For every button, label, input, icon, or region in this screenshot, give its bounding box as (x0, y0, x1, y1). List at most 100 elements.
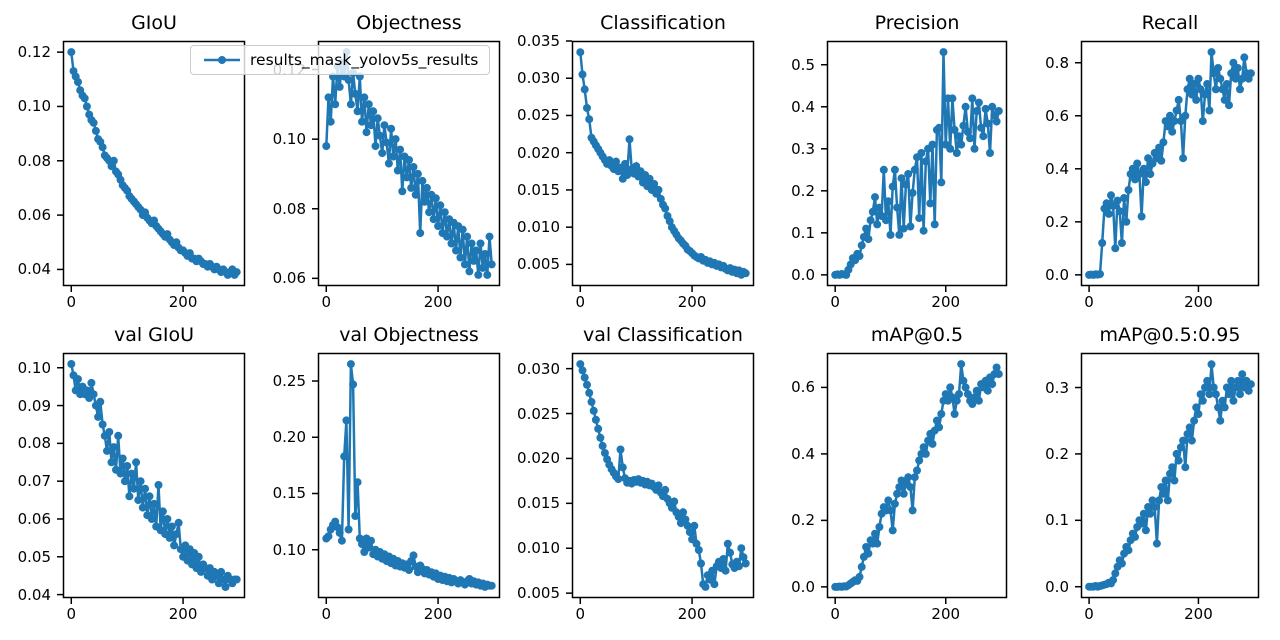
subplot-title-recall: Recall (1141, 12, 1199, 34)
ytick-label-map-0-5-0.6: 0.6 (791, 378, 815, 397)
data-markers-giou (67, 48, 241, 279)
ytick-label-giou-0.04: 0.04 (17, 260, 51, 279)
xtick-label-val-objectness-0: 0 (321, 605, 332, 623)
ytick-label-map-0-5-0-95-0.0: 0.0 (1045, 577, 1069, 596)
legend-line-marker-icon (204, 56, 240, 64)
axes-frame-map-0-5 (826, 352, 1008, 599)
axes-frame-classification (571, 40, 755, 287)
xtick-label-giou-200: 200 (168, 293, 198, 311)
ytick-label-val-giou-0.04: 0.04 (17, 585, 51, 604)
xtick-label-recall-0: 0 (1084, 293, 1094, 311)
xtick-label-val-objectness-200: 200 (423, 605, 453, 623)
data-markers-val-giou (67, 360, 241, 591)
subplot-axes-val-classification (566, 352, 755, 604)
ytick-label-classification-0.015: 0.015 (517, 180, 560, 199)
data-markers-precision (831, 48, 1003, 279)
xtick-label-giou-0: 0 (66, 293, 77, 311)
subplot-axes-giou (57, 40, 246, 292)
subplot-axes-map-0-5-0-95 (1075, 352, 1260, 604)
data-markers-val-classification (576, 360, 750, 591)
ytick-label-precision-0.1: 0.1 (791, 223, 815, 242)
xtick-label-map-0-5-0-95-200: 200 (1184, 605, 1213, 623)
data-line-val-classification (579, 363, 747, 590)
data-markers-map-0-5-0-95 (1085, 360, 1255, 591)
subplot-title-objectness: Objectness (356, 12, 462, 34)
data-line-giou (70, 51, 238, 278)
axes-frame-recall (1080, 40, 1260, 287)
xtick-label-val-classification-0: 0 (575, 605, 586, 623)
subplot-title-map-0-5-0-95: mAP@0.5:0.95 (1099, 324, 1241, 346)
subplot-axes-val-objectness (312, 352, 501, 604)
ytick-label-val-objectness-0.10: 0.10 (272, 540, 306, 559)
data-line-precision (834, 52, 1001, 277)
xtick-label-objectness-0: 0 (321, 293, 332, 311)
legend: results_mask_yolov5s_results (190, 45, 491, 75)
ytick-label-val-giou-0.09: 0.09 (17, 396, 51, 415)
data-markers-objectness (322, 48, 496, 279)
subplot-title-val-giou: val GIoU (113, 324, 195, 346)
axes-frame-val-classification (571, 352, 755, 599)
ytick-label-map-0-5-0.4: 0.4 (791, 444, 815, 463)
data-markers-val-objectness (322, 360, 496, 591)
axes-frame-val-giou (62, 352, 246, 599)
ytick-label-classification-0.010: 0.010 (517, 218, 560, 237)
ytick-label-val-giou-0.08: 0.08 (17, 434, 51, 453)
ytick-label-val-giou-0.05: 0.05 (17, 547, 51, 566)
subplot-axes-recall (1075, 40, 1260, 292)
ytick-label-giou-0.08: 0.08 (17, 151, 51, 170)
ytick-label-precision-0.5: 0.5 (791, 55, 815, 74)
ytick-label-recall-0.4: 0.4 (1045, 159, 1069, 178)
ytick-label-val-objectness-0.25: 0.25 (272, 372, 306, 390)
xtick-label-recall-200: 200 (1184, 293, 1213, 311)
ytick-label-val-objectness-0.15: 0.15 (272, 484, 306, 503)
ytick-label-objectness-0.08: 0.08 (272, 199, 306, 218)
subplot-axes-objectness (312, 40, 501, 292)
ytick-label-val-giou-0.10: 0.10 (17, 358, 51, 377)
xtick-label-val-giou-200: 200 (168, 605, 198, 623)
ytick-label-val-classification-0.010: 0.010 (517, 539, 560, 558)
ytick-label-map-0-5-0.2: 0.2 (791, 511, 815, 530)
axes-frame-objectness (317, 40, 501, 287)
ytick-label-objectness-0.06: 0.06 (272, 269, 306, 288)
ytick-label-map-0-5-0.0: 0.0 (791, 577, 815, 596)
data-line-val-objectness (325, 363, 492, 589)
ytick-label-classification-0.005: 0.005 (517, 255, 560, 274)
ytick-label-map-0-5-0-95-0.3: 0.3 (1045, 378, 1069, 397)
ytick-label-val-classification-0.030: 0.030 (517, 359, 560, 378)
ytick-label-val-classification-0.020: 0.020 (517, 449, 560, 468)
data-line-val-giou (70, 363, 237, 588)
subplot-title-map-0-5: mAP@0.5 (870, 324, 964, 346)
ytick-label-classification-0.025: 0.025 (517, 106, 560, 125)
axes-frame-val-objectness (317, 352, 501, 599)
subplot-title-giou: GIoU (131, 12, 177, 34)
ytick-label-classification-0.020: 0.020 (517, 143, 560, 162)
xtick-label-map-0-5-0-95-0: 0 (1084, 605, 1094, 623)
data-markers-map-0-5 (831, 360, 1003, 591)
subplot-axes-val-giou (57, 352, 246, 604)
xtick-label-precision-200: 200 (931, 293, 961, 311)
subplot-axes-classification (566, 40, 755, 292)
xtick-label-objectness-200: 200 (423, 293, 453, 311)
xtick-label-classification-0: 0 (575, 293, 586, 311)
ytick-label-val-giou-0.06: 0.06 (17, 509, 51, 528)
ytick-label-giou-0.12: 0.12 (17, 43, 51, 62)
ytick-label-val-classification-0.005: 0.005 (517, 584, 560, 603)
ytick-label-map-0-5-0-95-0.2: 0.2 (1045, 444, 1069, 463)
ytick-label-val-objectness-0.20: 0.20 (272, 428, 306, 447)
ytick-label-classification-0.030: 0.030 (517, 69, 560, 88)
subplot-title-val-objectness: val Objectness (339, 324, 479, 346)
axes-frame-giou (62, 40, 246, 287)
subplot-axes-map-0-5 (821, 352, 1008, 604)
subplot-title-classification: Classification (600, 12, 726, 34)
xtick-label-precision-0: 0 (830, 293, 840, 311)
ytick-label-recall-0.2: 0.2 (1045, 212, 1069, 231)
subplot-title-val-classification: val Classification (583, 324, 743, 346)
ytick-label-recall-0.6: 0.6 (1045, 106, 1069, 125)
xtick-label-val-classification-200: 200 (677, 605, 707, 623)
legend-label: results_mask_yolov5s_results (250, 51, 479, 69)
subplot-axes-precision (821, 40, 1008, 292)
axes-frame-map-0-5-0-95 (1080, 352, 1260, 599)
ytick-label-precision-0.0: 0.0 (791, 265, 815, 284)
ytick-label-precision-0.2: 0.2 (791, 181, 815, 200)
